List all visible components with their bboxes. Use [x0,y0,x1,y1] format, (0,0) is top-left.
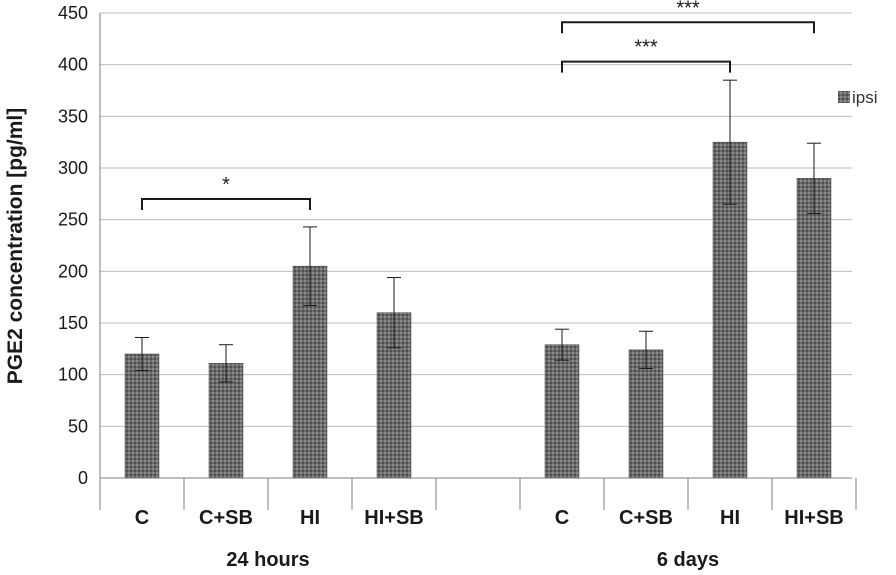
legend-swatch-ipsi [838,91,850,103]
x-group-label-0: 24 hours [226,549,309,571]
error-bars [135,79,821,383]
significance-label-2: *** [676,0,700,19]
significance-label-1: *** [634,37,658,59]
bar-0-0 [124,353,160,479]
significance-brackets: ******* [141,0,815,210]
y-tick-label-400: 400 [58,55,88,75]
x-category-label-0-3: HI+SB [364,507,423,529]
x-category-label-0-0: C [135,507,149,529]
x-category-label-1-1: C+SB [619,507,673,529]
y-tick-label-300: 300 [58,158,88,178]
significance-label-0: * [222,174,230,196]
bar-0-1 [208,362,244,479]
labels: 0 50 100 150 200 250 300 350 400 450 C C+SB HI HI+SB C… [58,3,844,571]
y-tick-label-250: 250 [58,210,88,230]
x-category-label-0-2: HI [300,507,320,529]
x-group-label-1: 6 days [657,549,719,571]
significance-bracket-2 [561,21,815,34]
bar-1-3 [796,178,832,479]
x-category-label-1-3: HI+SB [784,507,843,529]
y-tick-label-50: 50 [68,416,88,436]
significance-bracket-0 [141,198,311,210]
y-tick-label-350: 350 [58,106,88,126]
legend: ipsi [838,88,878,107]
significance-bracket-1 [561,60,731,73]
y-tick-label-0: 0 [78,468,88,488]
legend-label-ipsi: ipsi [852,88,878,107]
x-category-label-0-1: C+SB [199,507,253,529]
y-tick-label-150: 150 [58,313,88,333]
y-tick-label-100: 100 [58,365,88,385]
x-category-label-1-0: C [555,507,569,529]
bar-1-0 [544,344,580,479]
y-tick-label-450: 450 [58,3,88,23]
y-tick-label-200: 200 [58,261,88,281]
y-axis-title: PGE2 concentration [pg/ml] [4,108,27,385]
x-category-label-1-2: HI [720,507,740,529]
bar-1-1 [628,349,664,479]
bars [124,141,832,479]
